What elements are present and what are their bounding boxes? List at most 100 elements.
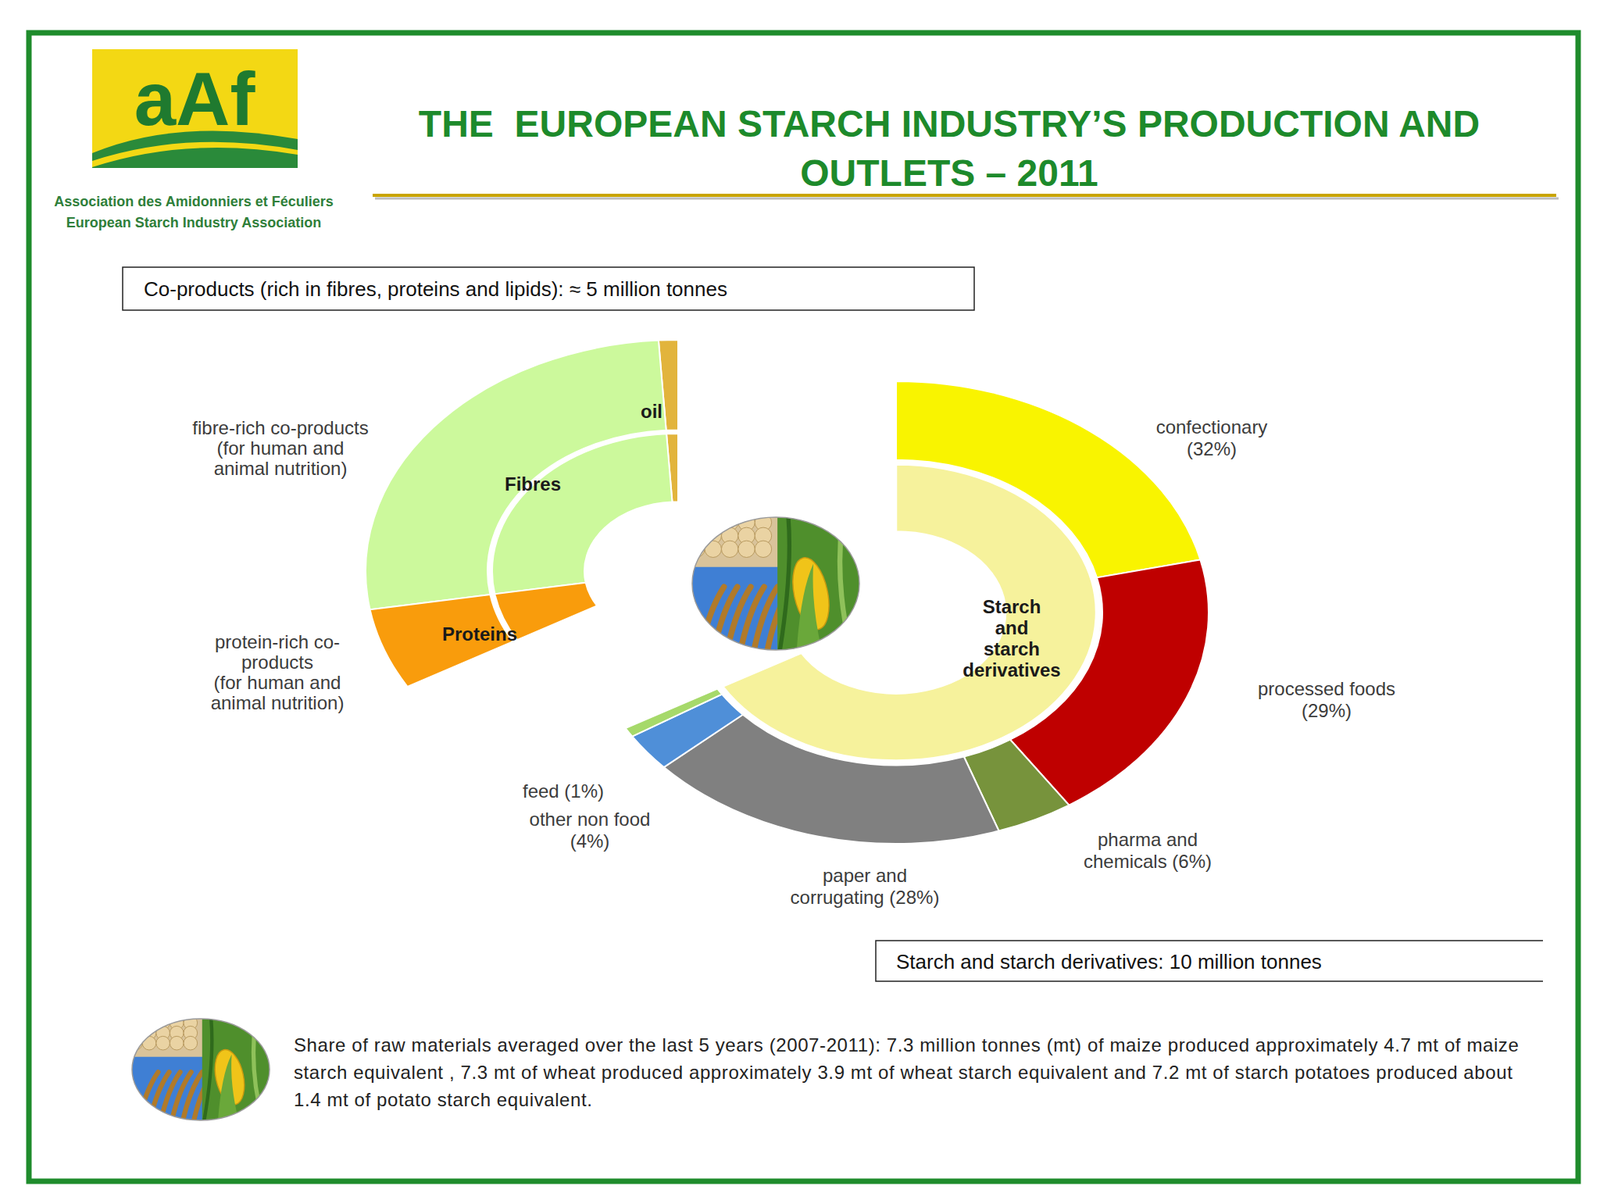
total-box xyxy=(875,940,1543,982)
ring-label: oil xyxy=(640,400,663,422)
grain-photo xyxy=(128,1015,272,1123)
label-part: million tonnes xyxy=(1197,950,1322,974)
total-text: Co-products (rich in fibres, proteins an… xyxy=(143,277,728,301)
slice-label: protein-rich co- xyxy=(214,631,340,653)
label-part: protein-rich co- xyxy=(214,631,340,653)
total-text: Starch and starch derivatives: 10 millio… xyxy=(896,950,1322,974)
label-part: Co-products (rich in fibres, proteins an… xyxy=(143,277,586,301)
slice-label: processed foods xyxy=(1257,678,1396,700)
slice-label: other non food xyxy=(529,808,651,830)
chickpea xyxy=(183,1035,198,1050)
label-part: animal nutrition) xyxy=(210,692,345,714)
photo-outline xyxy=(692,517,860,650)
title-rule-shadow xyxy=(375,197,1559,200)
leaf-line xyxy=(253,1018,263,1121)
label-part: chemicals xyxy=(1083,850,1172,872)
page: {"header": {"logo": "aAf", "association_… xyxy=(0,0,1600,1200)
chickpea xyxy=(738,540,755,558)
label-part: pharma and xyxy=(1097,828,1198,850)
chickpea xyxy=(688,514,705,531)
ring-label: Fibres xyxy=(504,473,561,495)
slice-label: feed (1%) xyxy=(522,780,604,802)
chickpea xyxy=(754,540,772,558)
slice-label: animal nutrition) xyxy=(210,692,345,714)
label-part: corrugating xyxy=(790,886,890,908)
association-name: Association des Amidonniers et Féculiers xyxy=(53,193,333,210)
photo-outline xyxy=(132,1018,270,1121)
chickpea xyxy=(156,1035,171,1050)
chickpea xyxy=(721,540,738,558)
title: OUTLETS – 2011 xyxy=(800,152,1099,194)
slice-label: confectionary xyxy=(1156,416,1268,438)
label-part: (for human and xyxy=(217,437,345,459)
label-part: (4%) xyxy=(570,830,611,852)
leaf-line xyxy=(779,517,790,650)
chickpea xyxy=(142,1035,157,1050)
chickpea xyxy=(688,540,705,558)
leaf-line xyxy=(203,1018,212,1121)
title: THE EUROPEAN STARCH INDUSTRY’S PRODUCTIO… xyxy=(418,103,1480,145)
label-part: 10 xyxy=(1169,950,1198,974)
logo: aAf xyxy=(92,49,298,168)
chickpea xyxy=(169,1035,184,1050)
chickpea xyxy=(128,1035,143,1050)
slice-label: chemicals (6%) xyxy=(1083,850,1212,872)
label-part: other non food xyxy=(529,808,651,830)
chickpea xyxy=(128,1025,143,1040)
leaf-line xyxy=(839,517,851,650)
chickpea xyxy=(704,514,722,531)
association-name: European Starch Industry Association xyxy=(66,214,322,231)
label-part: (28%) xyxy=(889,886,940,908)
slice xyxy=(365,340,667,611)
inner-ring xyxy=(722,464,1097,761)
frame xyxy=(28,32,1579,1182)
chickpea xyxy=(688,527,705,544)
grain-photo xyxy=(688,514,861,654)
label-part: 5 xyxy=(585,277,604,301)
photo-leaves xyxy=(777,517,861,650)
footnote: Share of raw materials averaged over the… xyxy=(293,1031,1536,1114)
label-part: (for human and xyxy=(214,671,342,693)
photo-content xyxy=(688,514,861,654)
label-part: (29%) xyxy=(1301,700,1352,722)
total-box xyxy=(122,267,975,311)
slice-label: products xyxy=(241,651,314,673)
slice-label: (for human and xyxy=(217,437,345,459)
ring-label: starch xyxy=(983,638,1040,660)
slice-label: animal nutrition) xyxy=(214,457,348,479)
slice-label: corrugating (28%) xyxy=(790,886,940,908)
slice-label: (32%) xyxy=(1186,438,1237,460)
label-part: Starch and starch derivatives: xyxy=(896,950,1170,974)
photo-leaves xyxy=(202,1018,272,1121)
label-part: products xyxy=(241,651,314,673)
label-part: paper and xyxy=(822,864,908,886)
starch-donut xyxy=(625,381,1209,844)
canvas: aAf Association des Amidonniers et Féculi… xyxy=(0,0,1600,1200)
slice-label: paper and xyxy=(822,864,908,886)
logo-text: aAf xyxy=(134,57,257,141)
coproduct-donut xyxy=(365,339,679,687)
label-part: fibre-rich co-products xyxy=(192,417,368,439)
slice-label: (29%) xyxy=(1301,700,1352,722)
slice xyxy=(625,689,723,737)
ring-label: Proteins xyxy=(442,623,518,645)
label-part: confectionary xyxy=(1156,416,1268,438)
corn-husk xyxy=(796,564,822,651)
ring-label: derivatives xyxy=(962,659,1061,681)
label-part: feed xyxy=(522,780,565,802)
label-part: (32%) xyxy=(1186,438,1237,460)
logo-box xyxy=(92,49,298,168)
label-part: (1%) xyxy=(564,780,604,802)
label-part: animal nutrition) xyxy=(214,457,348,479)
ring-label: and xyxy=(995,617,1029,639)
photo-content xyxy=(128,1015,272,1123)
slice-label: pharma and xyxy=(1097,828,1198,850)
slice-label: (for human and xyxy=(214,671,342,693)
slice xyxy=(896,381,1200,578)
logo-wave-line xyxy=(92,142,298,168)
slice-label: fibre-rich co-products xyxy=(192,417,368,439)
chickpea xyxy=(128,1015,143,1030)
label-part: processed foods xyxy=(1257,678,1396,700)
label-part: (6%) xyxy=(1171,850,1212,872)
chickpea xyxy=(704,540,722,558)
